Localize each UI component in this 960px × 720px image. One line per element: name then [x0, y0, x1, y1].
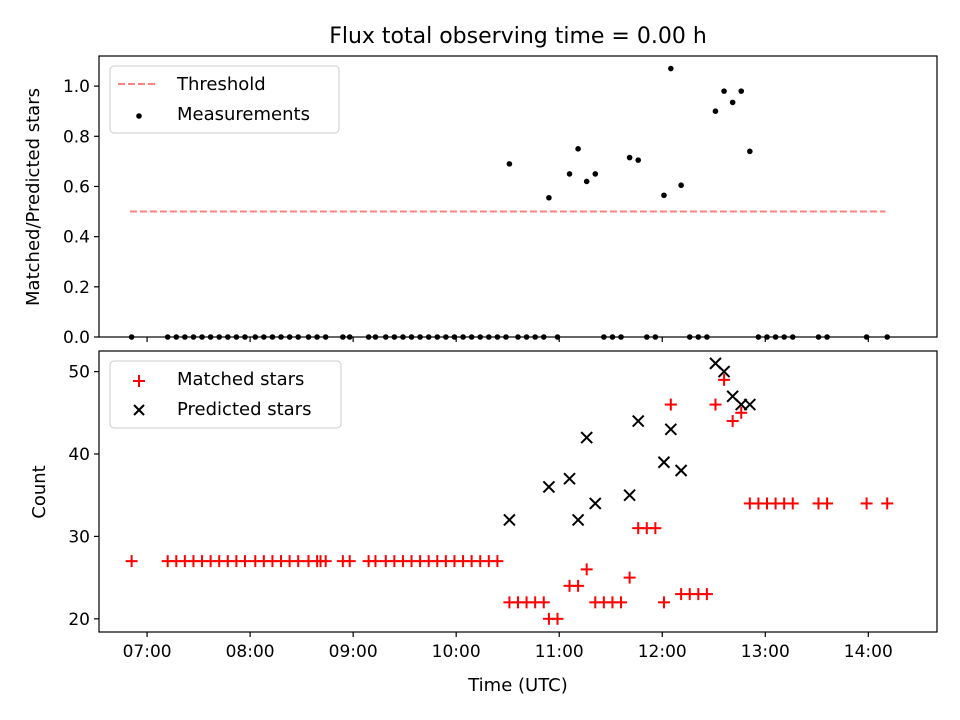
- measurement-point: [566, 171, 573, 177]
- measurement-point: [575, 146, 581, 152]
- predicted-star-point: [743, 398, 757, 411]
- x-tick-label: 09:00: [329, 642, 378, 662]
- bottom-x-ticks: 07:00 08:00 09:00 10:00 11:00 12:00 13:00 14:00: [123, 632, 893, 662]
- matched-star-point: [821, 497, 834, 510]
- measurement-point: [661, 192, 667, 199]
- measurement-point: [583, 178, 590, 185]
- figure-title: Flux total observing time = 0.00 h: [329, 24, 707, 49]
- matched-star-point: [238, 555, 251, 568]
- predicted-star-point: [571, 513, 585, 527]
- matched-star-point: [343, 555, 356, 568]
- bottom-y-axis-label: Count: [29, 465, 50, 518]
- legend-measurements-label: Measurements: [177, 104, 310, 125]
- x-tick-label: 07:00: [123, 642, 172, 662]
- top-legend: Threshold Measurements: [109, 65, 340, 134]
- y-tick-label: 0.6: [63, 177, 90, 197]
- matched-star-point: [735, 406, 748, 419]
- bottom-axes-frame: [98, 350, 938, 633]
- predicted-star-point: [503, 513, 516, 527]
- measurement-point: [747, 148, 753, 155]
- predicted-star-point: [623, 489, 636, 502]
- bottom-y-ticks: 20 30 40 50: [68, 363, 99, 630]
- measurement-point: [592, 171, 599, 177]
- matched-star-point: [623, 571, 636, 584]
- matched-star-point: [657, 596, 670, 609]
- legend-predicted-label: Predicted stars: [177, 399, 311, 420]
- measurement-point: [712, 108, 719, 114]
- y-tick-label: 0.0: [63, 328, 90, 348]
- matched-star-point: [491, 555, 504, 568]
- legend-matched-swatch: [133, 375, 145, 387]
- matched-star-point: [700, 588, 713, 601]
- bottom-panel: 20 30 40 50 07:00 08:00 09:00 10:00 11:00 12:00 1…: [29, 350, 938, 696]
- y-tick-label: 1.0: [63, 77, 90, 97]
- predicted-star-point: [657, 456, 671, 469]
- x-tick-label: 08:00: [226, 642, 275, 662]
- predicted-star-point: [674, 464, 688, 477]
- legend-measurements-swatch: [136, 113, 142, 119]
- top-axes-frame: [98, 55, 938, 338]
- measurement-point: [626, 154, 633, 161]
- bottom-plot-marks: [125, 357, 894, 625]
- y-tick-label: 30: [68, 527, 90, 547]
- x-tick-label: 13:00: [741, 642, 790, 662]
- measurement-point: [668, 65, 674, 72]
- matched-star-point: [125, 555, 138, 568]
- x-tick-label: 14:00: [844, 642, 893, 662]
- predicted-star-point: [589, 497, 602, 510]
- matched-star-point: [369, 555, 382, 568]
- y-tick-label: 40: [68, 445, 90, 465]
- legend-matched-label: Matched stars: [177, 369, 304, 390]
- y-tick-label: 0.4: [63, 228, 90, 248]
- bottom-x-axis-label: Time (UTC): [467, 675, 568, 696]
- y-tick-label: 50: [68, 363, 90, 383]
- measurement-point: [729, 99, 736, 106]
- matched-star-point: [786, 497, 799, 510]
- x-tick-label: 10:00: [432, 642, 481, 662]
- predicted-star-point: [563, 472, 576, 485]
- measurement-point: [546, 194, 552, 201]
- predicted-star-point: [664, 423, 678, 436]
- matched-star-point: [718, 373, 731, 386]
- measurement-point: [635, 157, 642, 163]
- predicted-star-point: [542, 480, 556, 494]
- measurement-point: [678, 182, 684, 189]
- top-y-ticks: 0.0 0.2 0.4 0.6 0.8 1.0: [63, 77, 99, 348]
- top-legend-box: [109, 65, 340, 134]
- matched-star-point: [292, 555, 305, 568]
- top-panel: 0.0 0.2 0.4 0.6 0.8 1.0 Matched/Predicted sta…: [23, 55, 938, 348]
- matched-star-point: [860, 497, 873, 510]
- matched-star-point: [572, 579, 585, 592]
- legend-predicted-swatch: [133, 404, 145, 416]
- matched-star-point: [551, 612, 564, 625]
- y-tick-label: 0.2: [63, 278, 90, 298]
- y-tick-label: 0.8: [63, 127, 90, 147]
- y-tick-label: 20: [68, 610, 90, 630]
- measurement-point: [738, 88, 745, 94]
- top-y-axis-label: Matched/Predicted stars: [23, 88, 44, 306]
- matched-star-point: [649, 522, 662, 535]
- matched-star-point: [881, 497, 894, 510]
- top-x-ticks: [146, 337, 869, 342]
- matched-star-point: [319, 555, 332, 568]
- matched-star-point: [726, 415, 739, 428]
- measurement-point: [506, 161, 513, 167]
- predicted-star-point: [631, 414, 645, 428]
- legend-threshold-label: Threshold: [176, 74, 266, 95]
- predicted-star-point: [580, 431, 593, 444]
- bottom-legend: Matched stars Predicted stars: [109, 360, 342, 429]
- matched-star-point: [580, 563, 593, 576]
- matched-star-point: [664, 398, 677, 411]
- predicted-star-point: [717, 365, 731, 378]
- x-tick-label: 12:00: [638, 642, 687, 662]
- matched-star-point: [615, 596, 628, 609]
- matched-star-point: [709, 398, 722, 411]
- measurement-point: [721, 88, 727, 94]
- bottom-legend-box: [109, 360, 342, 429]
- matched-star-point: [537, 596, 550, 609]
- x-tick-label: 11:00: [535, 642, 584, 662]
